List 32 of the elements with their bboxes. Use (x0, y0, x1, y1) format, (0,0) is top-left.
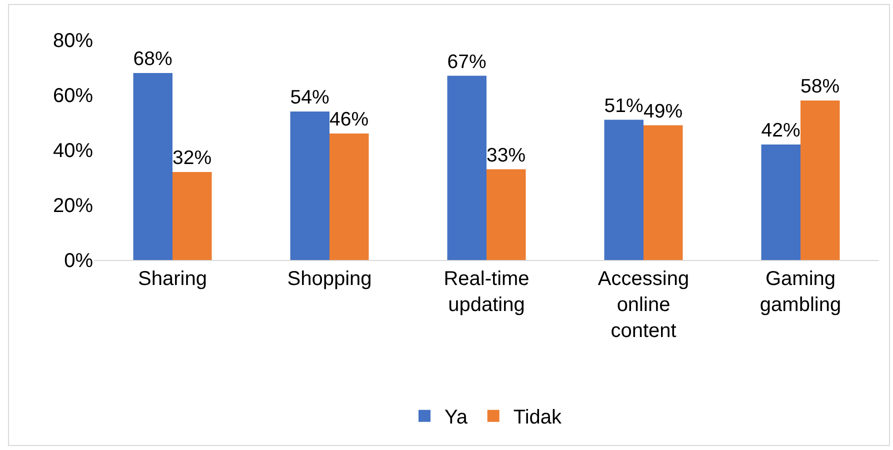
x-tick-label: Sharing (138, 268, 207, 290)
bar (447, 76, 486, 260)
legend-label: Ya (444, 406, 468, 429)
bar (486, 169, 526, 260)
data-label: 46% (330, 108, 369, 131)
bar (133, 73, 172, 260)
y-tick-label: 20% (52, 195, 94, 217)
y-tick-label: 40% (52, 140, 94, 162)
data-label: 42% (761, 120, 800, 142)
y-tick-label: 60% (52, 85, 94, 107)
data-label: 67% (447, 50, 486, 73)
x-tick-label: Real-time updating (444, 268, 530, 316)
data-label: 54% (290, 86, 330, 109)
legend-label: Tidak (513, 406, 563, 429)
bar (290, 112, 330, 260)
bar (800, 100, 840, 260)
bar (330, 134, 369, 260)
data-label: 33% (486, 144, 526, 166)
x-tick-label: Shopping (287, 268, 372, 290)
bar (604, 120, 644, 260)
bar (644, 125, 683, 260)
data-label: 32% (172, 147, 212, 170)
data-label: 51% (604, 94, 644, 117)
bar (172, 172, 212, 260)
y-tick-label: 80% (52, 30, 94, 52)
x-tick-label: Accessing online content (598, 268, 690, 342)
data-label: 68% (133, 48, 172, 70)
x-tick-label: Gaming gambling (760, 268, 842, 316)
data-label: 49% (644, 100, 683, 122)
data-label: 58% (800, 76, 840, 98)
y-tick-label: 0% (64, 250, 94, 272)
bar (761, 144, 800, 260)
